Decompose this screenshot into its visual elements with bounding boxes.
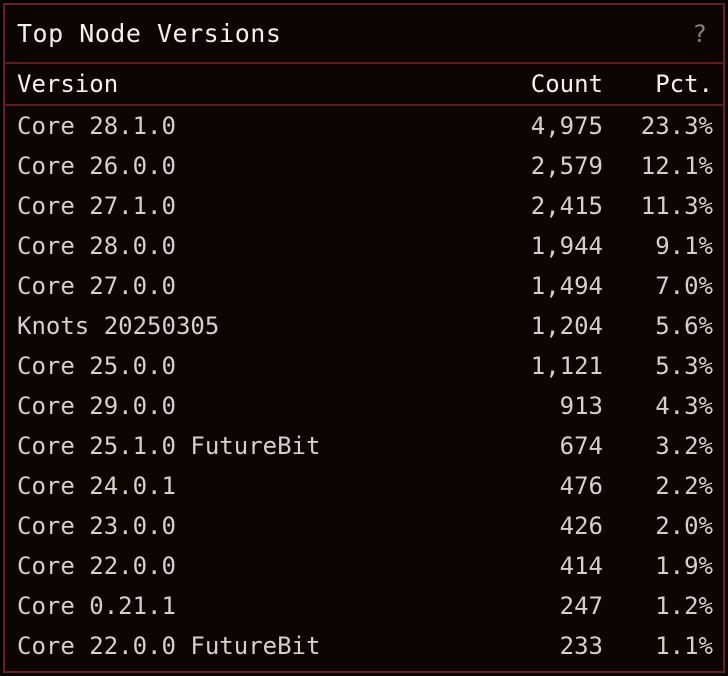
cell-pct: 5.6% — [655, 312, 713, 340]
panel-title-bar: Top Node Versions ? — [5, 5, 723, 64]
table-row[interactable]: Core 24.0.1 476 2.2% — [5, 466, 723, 506]
table-row[interactable]: Core 28.1.0 4,975 23.3% — [5, 106, 723, 146]
table-row[interactable]: Core 22.0.0 414 1.9% — [5, 546, 723, 586]
top-node-versions-panel: Top Node Versions ? Version Count Pct. C… — [3, 3, 725, 673]
table-row[interactable]: Core 29.0.0 913 4.3% — [5, 386, 723, 426]
cell-version: Core 27.1.0 — [17, 192, 176, 220]
cell-count: 1,944 — [530, 232, 603, 260]
cell-pct: 3.2% — [655, 432, 713, 460]
table-header-row: Version Count Pct. — [5, 64, 723, 106]
table-row[interactable]: Core 0.21.1 247 1.2% — [5, 586, 723, 626]
cell-version: Core 22.0.0 FutureBit — [17, 632, 321, 660]
table-row[interactable]: Core 27.0.0 1,494 7.0% — [5, 266, 723, 306]
cell-version: Core 22.0.0 — [17, 552, 176, 580]
cell-version: Core 23.0.0 — [17, 512, 176, 540]
column-header-count[interactable]: Count — [530, 70, 603, 98]
cell-version: Core 28.0.0 — [17, 232, 176, 260]
cell-pct: 7.0% — [655, 272, 713, 300]
cell-version: Core 29.0.0 — [17, 392, 176, 420]
cell-pct: 1.2% — [655, 592, 713, 620]
cell-count: 2,579 — [530, 152, 603, 180]
cell-pct: 1.1% — [655, 632, 713, 660]
table-row[interactable]: Core 28.0.0 1,944 9.1% — [5, 226, 723, 266]
cell-pct: 1.9% — [655, 552, 713, 580]
cell-pct: 5.3% — [655, 352, 713, 380]
cell-pct: 9.1% — [655, 232, 713, 260]
cell-version: Core 27.0.0 — [17, 272, 176, 300]
cell-count: 426 — [559, 512, 603, 540]
column-header-version[interactable]: Version — [17, 70, 119, 98]
table-row[interactable]: Core 22.0.0 FutureBit 233 1.1% — [5, 626, 723, 666]
cell-pct: 2.2% — [655, 472, 713, 500]
versions-table: Version Count Pct. Core 28.1.0 4,975 23.3%… — [5, 64, 723, 666]
cell-count: 1,494 — [530, 272, 603, 300]
cell-version: Knots 20250305 — [17, 312, 220, 340]
table-row[interactable]: Core 25.1.0 FutureBit 674 3.2% — [5, 426, 723, 466]
cell-count: 913 — [559, 392, 603, 420]
cell-count: 247 — [559, 592, 603, 620]
cell-version: Core 25.0.0 — [17, 352, 176, 380]
cell-pct: 11.3% — [640, 192, 713, 220]
table-row[interactable]: Core 23.0.0 426 2.0% — [5, 506, 723, 546]
table-body: Core 28.1.0 4,975 23.3% Core 26.0.0 2,579 12.… — [5, 106, 723, 666]
cell-count: 1,121 — [530, 352, 603, 380]
column-header-pct[interactable]: Pct. — [655, 70, 713, 98]
cell-version: Core 24.0.1 — [17, 472, 176, 500]
table-row[interactable]: Knots 20250305 1,204 5.6% — [5, 306, 723, 346]
cell-count: 674 — [559, 432, 603, 460]
cell-version: Core 26.0.0 — [17, 152, 176, 180]
cell-pct: 23.3% — [640, 112, 713, 140]
cell-count: 233 — [559, 632, 603, 660]
table-row[interactable]: Core 27.1.0 2,415 11.3% — [5, 186, 723, 226]
cell-pct: 2.0% — [655, 512, 713, 540]
cell-count: 2,415 — [530, 192, 603, 220]
cell-count: 4,975 — [530, 112, 603, 140]
cell-count: 414 — [559, 552, 603, 580]
cell-version: Core 28.1.0 — [17, 112, 176, 140]
cell-version: Core 25.1.0 FutureBit — [17, 432, 321, 460]
table-row[interactable]: Core 26.0.0 2,579 12.1% — [5, 146, 723, 186]
cell-pct: 12.1% — [640, 152, 713, 180]
help-icon[interactable]: ? — [692, 19, 707, 48]
table-row[interactable]: Core 25.0.0 1,121 5.3% — [5, 346, 723, 386]
cell-pct: 4.3% — [655, 392, 713, 420]
cell-version: Core 0.21.1 — [17, 592, 176, 620]
cell-count: 476 — [559, 472, 603, 500]
page-title: Top Node Versions — [17, 19, 282, 48]
cell-count: 1,204 — [530, 312, 603, 340]
